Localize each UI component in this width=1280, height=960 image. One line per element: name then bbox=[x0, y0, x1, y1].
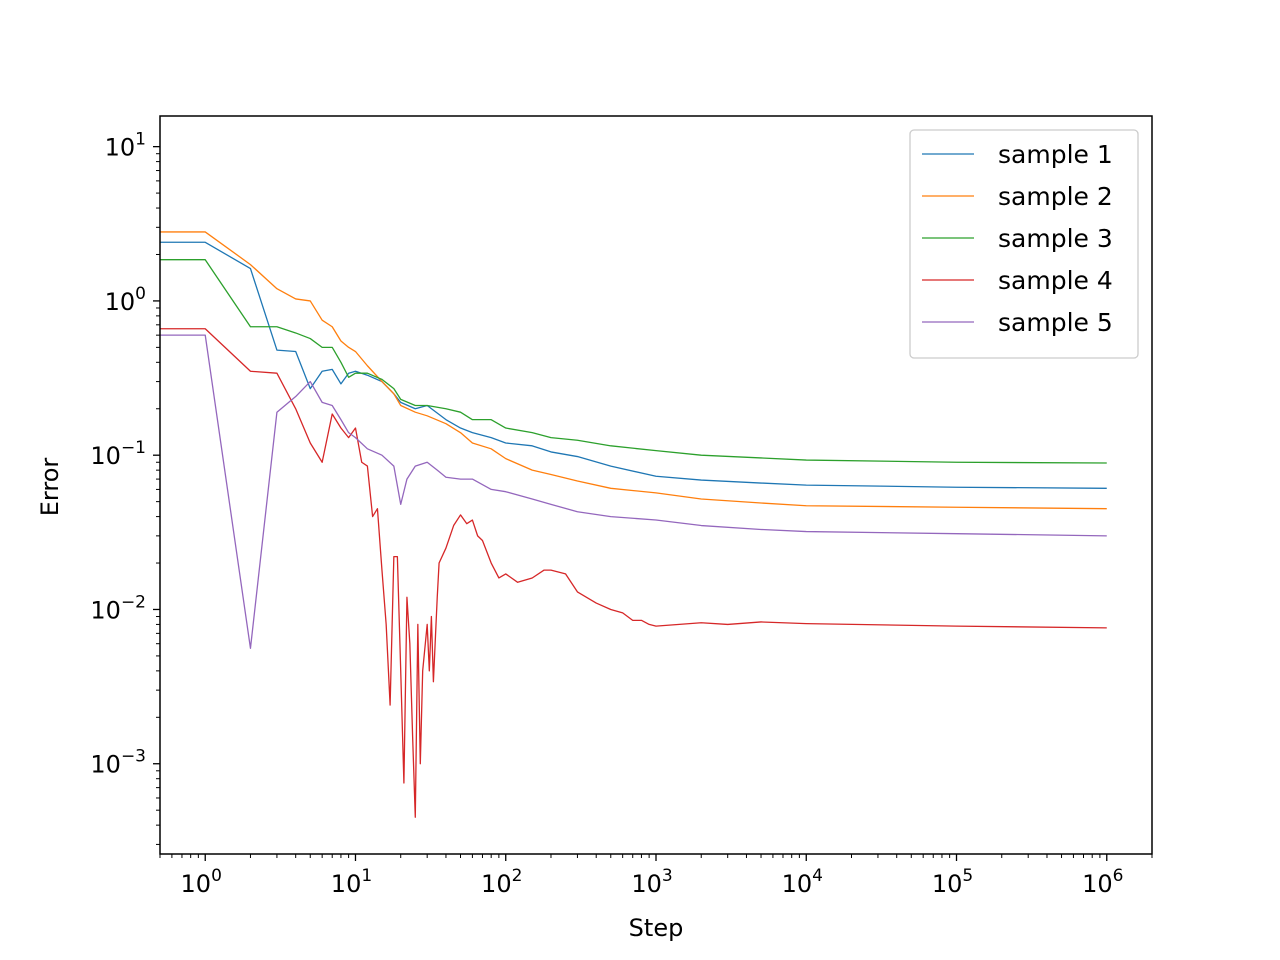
x-tick-label: 101 bbox=[331, 866, 372, 898]
legend: sample 1 sample 2 sample 3 sample 4 sample 5 bbox=[909, 129, 1139, 359]
y-tick-label: 101 bbox=[105, 130, 146, 162]
legend-label-5: sample 5 bbox=[998, 308, 1113, 337]
y-axis-label: Error bbox=[36, 458, 64, 517]
y-tick-label: 10−2 bbox=[90, 592, 146, 624]
x-tick-label: 103 bbox=[631, 866, 672, 898]
y-tick-label: 100 bbox=[105, 284, 146, 316]
series-line-5 bbox=[160, 334, 1107, 649]
x-tick-label: 105 bbox=[932, 866, 973, 898]
series-layer bbox=[160, 231, 1107, 818]
legend-label-2: sample 2 bbox=[998, 182, 1113, 211]
legend-label-4: sample 4 bbox=[998, 266, 1113, 295]
minor-ticks bbox=[156, 153, 1153, 858]
legend-label-1: sample 1 bbox=[998, 140, 1113, 169]
series-line-4 bbox=[160, 328, 1107, 818]
series-line-3 bbox=[160, 259, 1107, 464]
series-line-2 bbox=[160, 231, 1107, 510]
y-tick-label: 10−3 bbox=[90, 747, 146, 779]
y-tick-label: 10−1 bbox=[90, 438, 146, 470]
x-axis-ticks: 100 101 102 103 104 105 106 bbox=[181, 854, 1123, 898]
x-tick-label: 104 bbox=[782, 866, 823, 898]
legend-label-3: sample 3 bbox=[998, 224, 1113, 253]
legend-box bbox=[909, 129, 1139, 359]
x-tick-label: 106 bbox=[1082, 866, 1123, 898]
x-tick-label: 100 bbox=[181, 866, 222, 898]
x-tick-label: 102 bbox=[481, 866, 522, 898]
y-axis-ticks: 10−3 10−2 10−1 100 101 bbox=[90, 130, 160, 779]
x-axis-label: Step bbox=[629, 914, 684, 942]
